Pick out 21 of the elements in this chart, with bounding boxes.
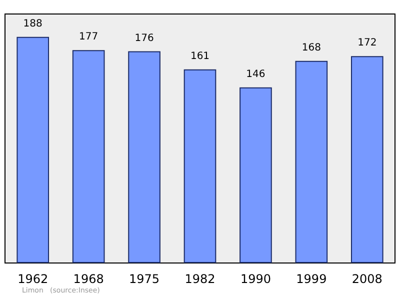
x-tick-label: 2008 bbox=[352, 272, 382, 286]
bar bbox=[16, 36, 50, 263]
bar bbox=[295, 60, 328, 263]
bar bbox=[128, 51, 160, 263]
data-label: 188 bbox=[23, 18, 42, 30]
x-tick-label: 1990 bbox=[240, 272, 271, 286]
x-tick-label: 1968 bbox=[73, 272, 104, 286]
x-tick-label: 1962 bbox=[18, 272, 48, 286]
x-tick-label: 1982 bbox=[184, 272, 216, 286]
x-tick-label: 1975 bbox=[129, 272, 160, 286]
data-label: 176 bbox=[134, 32, 154, 44]
data-label: 177 bbox=[79, 32, 98, 43]
x-tick-label: 1999 bbox=[296, 272, 327, 286]
bar bbox=[240, 87, 272, 263]
data-label: 168 bbox=[302, 42, 321, 54]
bar bbox=[350, 56, 384, 263]
data-label: 161 bbox=[190, 50, 210, 62]
bar bbox=[72, 50, 105, 263]
bar bbox=[184, 69, 216, 263]
data-label: 172 bbox=[358, 38, 377, 49]
data-label: 146 bbox=[246, 68, 266, 80]
